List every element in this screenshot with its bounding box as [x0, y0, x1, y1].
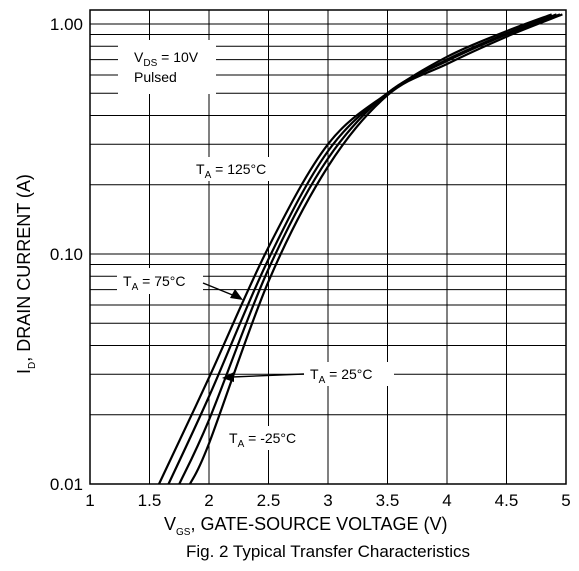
- series-line-2: [178, 13, 561, 485]
- series-line-1: [167, 13, 557, 485]
- x-tick-label: 5: [561, 491, 570, 510]
- y-tick-label: 0.10: [50, 245, 83, 264]
- plot-frame: [89, 9, 567, 485]
- arrow-75c: [202, 282, 236, 297]
- tick-labels: 1 1.5 2 2.5 3 3.5 4 4.5 5 0.01 0.10 1.00: [50, 15, 571, 510]
- y-tick-label: 1.00: [50, 15, 83, 34]
- label-box-neg25: [224, 426, 310, 450]
- label-box-75: [117, 268, 203, 294]
- conditions-box: [118, 40, 216, 94]
- condition-pulsed: Pulsed: [134, 69, 177, 85]
- x-tick-label: 4: [442, 491, 451, 510]
- series-label-25c: TA = 25°C: [310, 366, 372, 386]
- x-axis-title: VGS, GATE-SOURCE VOLTAGE (V): [164, 514, 448, 538]
- grid: [89, 10, 567, 485]
- label-box-125: [190, 157, 280, 181]
- series-line-3: [188, 13, 563, 485]
- series-curves: [158, 13, 563, 485]
- label-box-25: [304, 362, 394, 386]
- x-tick-label: 2: [204, 491, 213, 510]
- series-label-neg25c: TA = -25°C: [229, 430, 296, 450]
- series-line-0: [158, 13, 553, 485]
- x-tick-label: 4.5: [495, 491, 519, 510]
- series-label-75c: TA = 75°C: [123, 273, 185, 293]
- y-axis-title: ID, DRAIN CURRENT (A): [14, 174, 38, 374]
- x-tick-label: 1.5: [138, 491, 162, 510]
- arrowhead-25c: [222, 372, 234, 382]
- figure-caption: Fig. 2 Typical Transfer Characteristics: [186, 542, 470, 561]
- arrow-25c: [231, 373, 305, 378]
- x-tick-label: 2.5: [257, 491, 281, 510]
- x-tick-label: 3.5: [376, 491, 400, 510]
- x-tick-label: 3: [323, 491, 332, 510]
- y-tick-label: 0.01: [50, 475, 83, 494]
- condition-vds: VDS = 10V: [134, 49, 199, 69]
- x-tick-label: 1: [85, 491, 94, 510]
- series-label-125c: TA = 125°C: [196, 161, 266, 181]
- arrowhead-75c: [230, 289, 243, 300]
